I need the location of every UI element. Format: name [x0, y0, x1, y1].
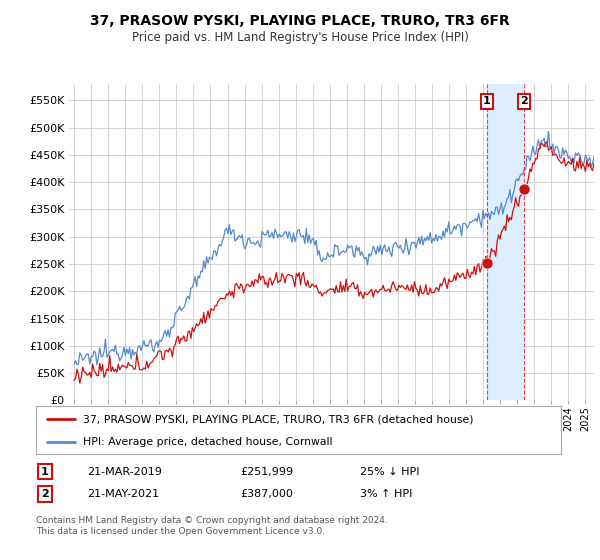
Text: 1: 1	[41, 466, 49, 477]
Text: 37, PRASOW PYSKI, PLAYING PLACE, TRURO, TR3 6FR (detached house): 37, PRASOW PYSKI, PLAYING PLACE, TRURO, …	[83, 414, 474, 424]
Text: 2: 2	[520, 96, 527, 106]
Text: 1: 1	[483, 96, 491, 106]
Text: £251,999: £251,999	[240, 466, 293, 477]
Text: Contains HM Land Registry data © Crown copyright and database right 2024.
This d: Contains HM Land Registry data © Crown c…	[36, 516, 388, 536]
Text: 2: 2	[41, 489, 49, 499]
Text: 21-MAY-2021: 21-MAY-2021	[87, 489, 159, 499]
Text: 3% ↑ HPI: 3% ↑ HPI	[360, 489, 412, 499]
Bar	[487, 84, 524, 400]
Text: 25% ↓ HPI: 25% ↓ HPI	[360, 466, 419, 477]
Text: £387,000: £387,000	[240, 489, 293, 499]
Text: 21-MAR-2019: 21-MAR-2019	[87, 466, 162, 477]
Text: HPI: Average price, detached house, Cornwall: HPI: Average price, detached house, Corn…	[83, 437, 333, 447]
Text: Price paid vs. HM Land Registry's House Price Index (HPI): Price paid vs. HM Land Registry's House …	[131, 31, 469, 44]
Text: 37, PRASOW PYSKI, PLAYING PLACE, TRURO, TR3 6FR: 37, PRASOW PYSKI, PLAYING PLACE, TRURO, …	[90, 14, 510, 28]
